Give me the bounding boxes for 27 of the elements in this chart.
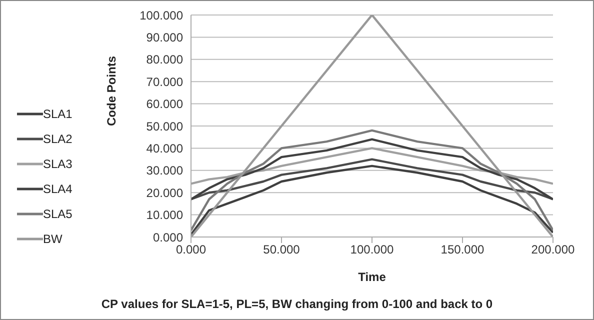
x-tick-label: 0.000: [176, 242, 206, 257]
y-tick-label: 10.000: [146, 208, 184, 222]
y-tick-label: 70.000: [146, 74, 184, 89]
y-axis-title: Code Points: [104, 56, 118, 126]
y-tick-label: 0.000: [152, 230, 184, 244]
legend-label: SLA2: [43, 132, 72, 146]
legend-label: SLA3: [43, 156, 72, 170]
y-tick-label: 20.000: [146, 186, 184, 200]
legend-label: SLA4: [43, 182, 72, 196]
x-tick-label: 150.000: [440, 242, 485, 257]
legend-label: BW: [43, 232, 62, 246]
x-tick-label: 100.000: [350, 242, 394, 257]
y-tick-label: 50.000: [146, 119, 184, 134]
x-tick-label: 50.000: [263, 242, 300, 257]
legend-label: SLA5: [43, 206, 72, 220]
y-tick-label: 90.000: [146, 30, 184, 44]
x-axis-title: Time: [358, 270, 386, 284]
x-tick-label: 200.000: [531, 242, 576, 257]
y-tick-label: 30.000: [146, 164, 184, 178]
line-series: [191, 129, 553, 232]
y-tick-label: 40.000: [146, 141, 184, 156]
y-tick-label: 60.000: [146, 97, 184, 112]
legend-label: SLA1: [43, 106, 72, 120]
y-tick-label: 80.000: [146, 52, 184, 67]
text: CP values for SLA=1-5, PL=5, BW changing from 0-100 and back to 0: [100, 297, 494, 311]
line-series: [191, 138, 553, 200]
y-tick-label: 100.000: [140, 8, 184, 22]
